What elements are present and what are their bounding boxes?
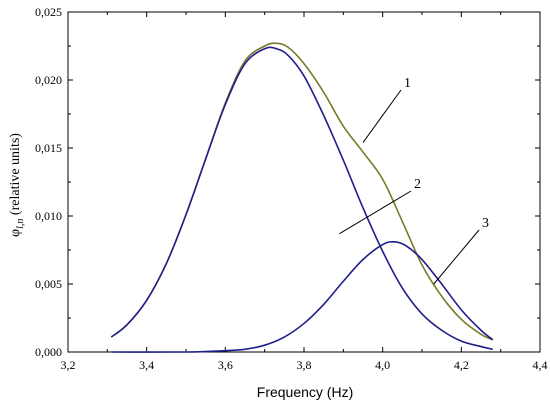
ticks: 3,2 3,4 3,6 3,8 4,0 4,2 4,4 0,000 0,005 0,010 0,01…: [35, 5, 548, 372]
y-axis-symbol: φ: [8, 229, 23, 237]
annotation-leader-2: [339, 190, 412, 235]
y-tick-label: 0,025: [35, 5, 62, 19]
x-tick-label: 4,2: [454, 358, 469, 372]
annotation-leader-3: [433, 229, 480, 285]
annotation-leader-1: [362, 89, 402, 143]
y-axis-text: (relative units): [8, 133, 23, 219]
x-axis-title: Frequency (Hz): [257, 384, 353, 400]
x-tick-label: 3,2: [61, 358, 76, 372]
x-tick-label: 3,8: [297, 358, 312, 372]
annotation-label-2: 2: [414, 177, 421, 192]
y-axis-subscript: l,n: [15, 219, 26, 229]
y-tick-label: 0,010: [35, 209, 62, 223]
x-tick-label: 4,0: [375, 358, 390, 372]
annotation-label-3: 3: [482, 216, 489, 231]
y-tick-label: 0,005: [35, 277, 62, 291]
annotations: 1 2 3: [339, 76, 489, 285]
y-tick-label: 0,000: [35, 345, 62, 359]
x-tick-label: 3,6: [218, 358, 233, 372]
x-tick-label: 3,4: [139, 358, 154, 372]
series-line-2: [111, 240, 494, 353]
series-line-3: [110, 42, 494, 341]
series-line-1: [110, 46, 493, 351]
y-tick-label: 0,020: [35, 73, 62, 87]
annotation-label-1: 1: [404, 76, 411, 91]
y-tick-label: 0,015: [35, 141, 62, 155]
x-tick-label: 4,4: [533, 358, 548, 372]
series-lines: [110, 42, 494, 353]
y-axis-title: φl,n (relative units): [8, 133, 26, 237]
